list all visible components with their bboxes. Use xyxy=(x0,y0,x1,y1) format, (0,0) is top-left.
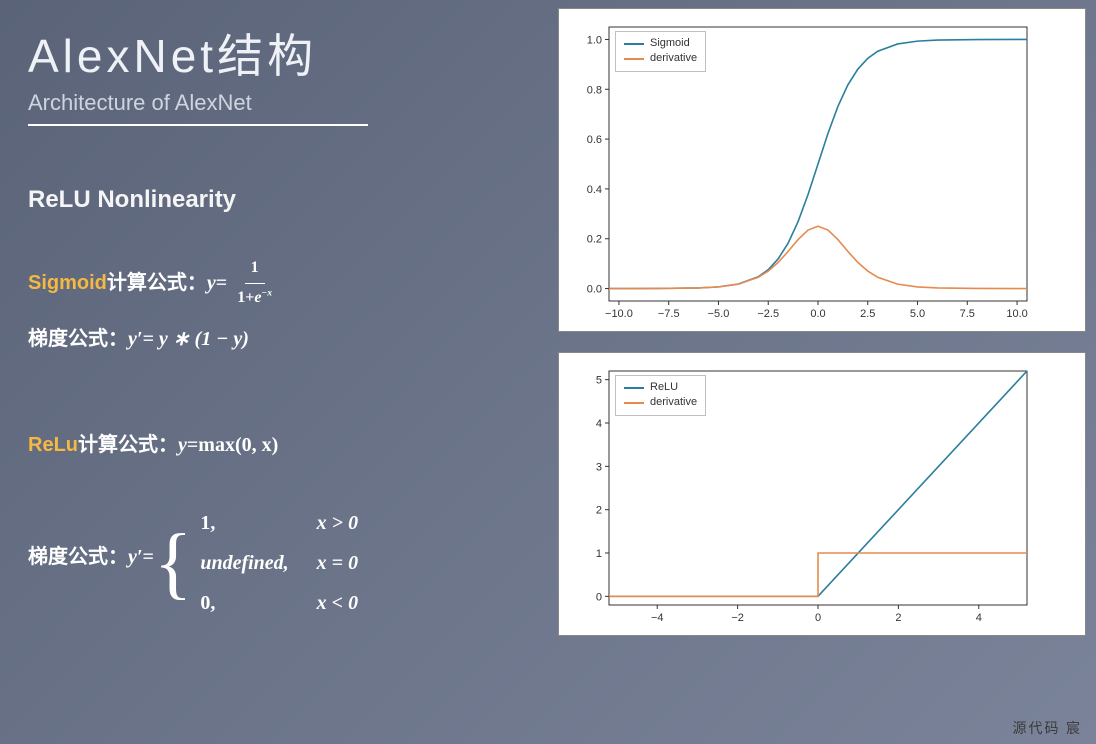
svg-text:0.6: 0.6 xyxy=(587,134,602,146)
case3-val: 0, xyxy=(200,585,288,621)
svg-text:2: 2 xyxy=(596,505,602,517)
sigmoid-label: Sigmoid xyxy=(28,265,107,301)
sigmoid-grad-rhs: = y ∗ (1 − y) xyxy=(143,321,249,357)
svg-text:10.0: 10.0 xyxy=(1006,308,1027,320)
sigmoid-eq: = xyxy=(216,265,227,301)
relu-piecewise: { 1, x > 0 undefined, x = 0 0, x < 0 xyxy=(154,505,358,621)
page-subtitle: Architecture of AlexNet xyxy=(28,90,528,116)
page-title: AlexNet结构 xyxy=(28,20,528,86)
svg-text:0.0: 0.0 xyxy=(810,308,825,320)
relu-chart: −4−2024012345ReLUderivative xyxy=(567,361,1077,631)
piecewise-cases: 1, x > 0 undefined, x = 0 0, x < 0 xyxy=(200,505,358,621)
svg-text:7.5: 7.5 xyxy=(960,308,975,320)
relu-label: ReLu xyxy=(28,427,78,463)
svg-text:4: 4 xyxy=(976,612,982,624)
chart-panel: −10.0 −7.5 −5.0 −2.5 0.0 2.5 5.0 7.5 10.0 0.0 0.2 0… xyxy=(558,8,1086,656)
svg-text:−7.5: −7.5 xyxy=(658,308,680,320)
svg-text:2: 2 xyxy=(895,612,901,624)
svg-text:−2: −2 xyxy=(731,612,744,624)
svg-text:−5.0: −5.0 xyxy=(708,308,730,320)
brace-icon: { xyxy=(154,527,192,599)
relu-grad-prefix: 梯度公式： xyxy=(28,539,128,575)
svg-text:3: 3 xyxy=(596,461,602,473)
sigmoid-grad-prefix: 梯度公式： xyxy=(28,321,128,357)
svg-text:0.8: 0.8 xyxy=(587,84,602,96)
case2-cond: x = 0 xyxy=(317,545,358,581)
relu-chart-box: −4−2024012345ReLUderivative xyxy=(558,352,1086,636)
svg-text:5.0: 5.0 xyxy=(910,308,925,320)
svg-text:1.0: 1.0 xyxy=(587,34,602,46)
svg-text:0: 0 xyxy=(596,591,602,603)
svg-text:−4: −4 xyxy=(651,612,664,624)
case1-val: 1, xyxy=(200,505,288,541)
relu-formula-prefix: 计算公式： xyxy=(78,427,178,463)
sigmoid-chart-box: −10.0 −7.5 −5.0 −2.5 0.0 2.5 5.0 7.5 10.0 0.0 0.2 0… xyxy=(558,8,1086,332)
svg-text:1: 1 xyxy=(596,548,602,560)
svg-text:0.0: 0.0 xyxy=(587,284,602,296)
left-panel: AlexNet结构 Architecture of AlexNet ReLU N… xyxy=(28,20,528,629)
svg-text:0.2: 0.2 xyxy=(587,234,602,246)
watermark: 源代码 宸 xyxy=(1013,718,1083,738)
sigmoid-chart: −10.0 −7.5 −5.0 −2.5 0.0 2.5 5.0 7.5 10.0 0.0 0.2 0… xyxy=(567,17,1077,327)
frac-numerator: 1 xyxy=(245,254,265,284)
svg-text:0.4: 0.4 xyxy=(587,184,602,196)
relu-grad-lhs: y′ xyxy=(128,539,143,575)
section-title: ReLU Nonlinearity xyxy=(28,186,528,214)
svg-text:2.5: 2.5 xyxy=(860,308,875,320)
sigmoid-formula-block: Sigmoid 计算公式： y = 1 1+e−x 梯度公式： y′ = y ∗… xyxy=(28,254,528,357)
relu-rhs: max(0, x) xyxy=(198,427,278,463)
svg-text:5: 5 xyxy=(596,375,602,387)
case1-cond: x > 0 xyxy=(317,505,358,541)
relu-grad-eq: = xyxy=(143,539,154,575)
svg-text:−10.0: −10.0 xyxy=(605,308,633,320)
case2-val: undefined, xyxy=(200,545,288,581)
relu-lhs: y xyxy=(178,427,187,463)
sigmoid-formula-prefix: 计算公式： xyxy=(107,265,207,301)
relu-formula-block: ReLu 计算公式： y = max(0, x) 梯度公式： y′ = { 1,… xyxy=(28,427,528,621)
title-divider xyxy=(28,124,368,126)
svg-text:−2.5: −2.5 xyxy=(757,308,779,320)
svg-text:4: 4 xyxy=(596,418,602,430)
case3-cond: x < 0 xyxy=(317,585,358,621)
sigmoid-fraction: 1 1+e−x xyxy=(231,254,278,313)
sigmoid-lhs: y xyxy=(207,265,216,301)
sigmoid-grad-lhs: y′ xyxy=(128,321,143,357)
frac-denominator: 1+e−x xyxy=(231,284,278,313)
svg-text:0: 0 xyxy=(815,612,821,624)
relu-eq: = xyxy=(187,427,198,463)
